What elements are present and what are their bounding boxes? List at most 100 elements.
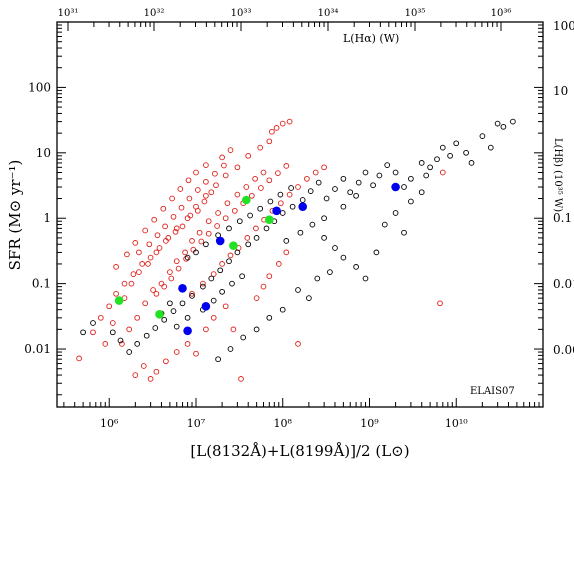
data-point-series-0 bbox=[266, 138, 273, 145]
data-point-series-0 bbox=[238, 376, 244, 382]
data-point-series-0 bbox=[273, 125, 280, 131]
data-point-series-0 bbox=[187, 212, 194, 219]
y-tick-label: 10 bbox=[36, 146, 51, 160]
data-point-series-1 bbox=[340, 254, 347, 261]
data-point-series-0 bbox=[283, 163, 290, 169]
data-point-series-1 bbox=[295, 287, 301, 293]
data-point-series-0 bbox=[198, 238, 205, 245]
data-point-series-1 bbox=[234, 249, 241, 256]
data-point-series-0 bbox=[189, 238, 195, 244]
data-point-series-0 bbox=[147, 376, 154, 382]
data-point-series-0 bbox=[139, 261, 146, 267]
data-point-series-3 bbox=[155, 310, 164, 319]
data-point-series-1 bbox=[376, 172, 383, 179]
data-point-series-0 bbox=[113, 264, 119, 270]
data-point-series-0 bbox=[142, 227, 149, 234]
data-point-series-1 bbox=[219, 288, 225, 295]
data-point-series-0 bbox=[222, 303, 229, 310]
data-point-series-1 bbox=[384, 162, 391, 168]
data-point-series-1 bbox=[227, 346, 234, 352]
data-point-series-1 bbox=[340, 203, 347, 210]
data-point-series-1 bbox=[401, 229, 407, 236]
y-tick-label: 0.01 bbox=[24, 342, 51, 356]
data-point-series-0 bbox=[183, 255, 189, 262]
data-point-series-0 bbox=[168, 275, 175, 282]
data-point-series-0 bbox=[145, 261, 151, 267]
data-point-series-0 bbox=[121, 280, 128, 287]
data-point-series-1 bbox=[434, 156, 440, 163]
data-point-series-1 bbox=[170, 308, 177, 314]
data-point-series-0 bbox=[130, 271, 137, 277]
data-point-series-0 bbox=[161, 283, 168, 290]
data-point-series-1 bbox=[332, 186, 338, 192]
data-point-series-1 bbox=[289, 203, 296, 210]
data-point-series-1 bbox=[266, 314, 273, 321]
data-point-series-0 bbox=[439, 169, 446, 176]
data-point-series-0 bbox=[184, 341, 191, 347]
data-point-series-2 bbox=[391, 182, 400, 192]
data-point-series-1 bbox=[126, 349, 133, 355]
data-point-series-1 bbox=[408, 198, 414, 205]
data-point-series-3 bbox=[229, 241, 238, 250]
data-point-series-3 bbox=[114, 296, 124, 305]
data-point-series-2 bbox=[183, 326, 192, 336]
data-point-series-1 bbox=[353, 192, 359, 199]
data-point-series-2 bbox=[298, 202, 308, 211]
points-layer bbox=[76, 118, 516, 382]
data-point-series-0 bbox=[158, 280, 165, 287]
data-point-series-0 bbox=[90, 329, 96, 336]
data-point-series-0 bbox=[243, 184, 250, 190]
data-point-series-0 bbox=[266, 273, 273, 280]
data-point-series-1 bbox=[200, 283, 206, 290]
data-point-series-1 bbox=[306, 295, 312, 301]
data-point-series-0 bbox=[113, 290, 119, 297]
data-point-series-0 bbox=[244, 235, 251, 241]
data-point-series-1 bbox=[468, 160, 475, 166]
data-point-series-0 bbox=[182, 249, 188, 256]
data-point-series-1 bbox=[321, 235, 327, 241]
labels-layer: 10⁶ 10⁷ 10⁸ 10⁹ 10¹⁰ 0.01 0.1 1 10 100 10³¹ 10³² 10³… bbox=[24, 8, 574, 430]
data-point-series-0 bbox=[162, 223, 168, 230]
data-point-series-1 bbox=[439, 144, 446, 151]
data-point-series-0 bbox=[257, 144, 264, 151]
data-point-series-0 bbox=[201, 198, 208, 205]
x-tick-label: 10⁶ bbox=[100, 417, 119, 430]
data-point-series-1 bbox=[236, 218, 243, 225]
data-point-series-0 bbox=[222, 172, 229, 179]
right-tick-label: 0.00 bbox=[553, 343, 574, 357]
data-point-series-0 bbox=[193, 350, 199, 357]
data-point-series-0 bbox=[245, 152, 252, 159]
data-point-series-0 bbox=[253, 295, 260, 301]
data-point-series-0 bbox=[136, 249, 142, 256]
data-point-series-0 bbox=[295, 341, 301, 347]
data-point-series-0 bbox=[286, 118, 293, 125]
data-point-series-0 bbox=[279, 120, 286, 127]
y-tick-label: 1 bbox=[43, 211, 51, 225]
data-point-series-0 bbox=[210, 314, 217, 321]
x-axis-title: [L(8132Å)+L(8199Å)]/2 (L⊙) bbox=[190, 442, 409, 460]
x-tick-label: 10⁷ bbox=[187, 417, 206, 430]
data-point-series-1 bbox=[327, 269, 333, 275]
data-point-series-0 bbox=[275, 170, 281, 176]
data-point-series-1 bbox=[510, 118, 516, 125]
data-point-series-1 bbox=[418, 189, 425, 196]
data-point-series-0 bbox=[275, 261, 282, 267]
data-point-series-0 bbox=[208, 189, 215, 196]
data-point-series-1 bbox=[392, 210, 399, 216]
data-point-series-0 bbox=[200, 280, 206, 287]
data-point-series-1 bbox=[189, 293, 195, 299]
x-tick-label: 10⁸ bbox=[274, 417, 293, 430]
data-point-series-1 bbox=[314, 275, 321, 282]
data-point-series-1 bbox=[307, 188, 314, 194]
top-tick-label: 10³¹ bbox=[58, 8, 79, 19]
data-point-series-1 bbox=[381, 221, 388, 228]
data-point-series-3 bbox=[265, 215, 274, 224]
x-tick-label: 10⁹ bbox=[360, 417, 379, 430]
data-point-series-1 bbox=[167, 300, 173, 307]
data-point-series-1 bbox=[152, 325, 159, 331]
data-point-series-0 bbox=[167, 269, 173, 275]
data-point-series-0 bbox=[170, 213, 177, 220]
data-point-series-1 bbox=[109, 329, 116, 336]
data-point-series-0 bbox=[178, 204, 185, 211]
